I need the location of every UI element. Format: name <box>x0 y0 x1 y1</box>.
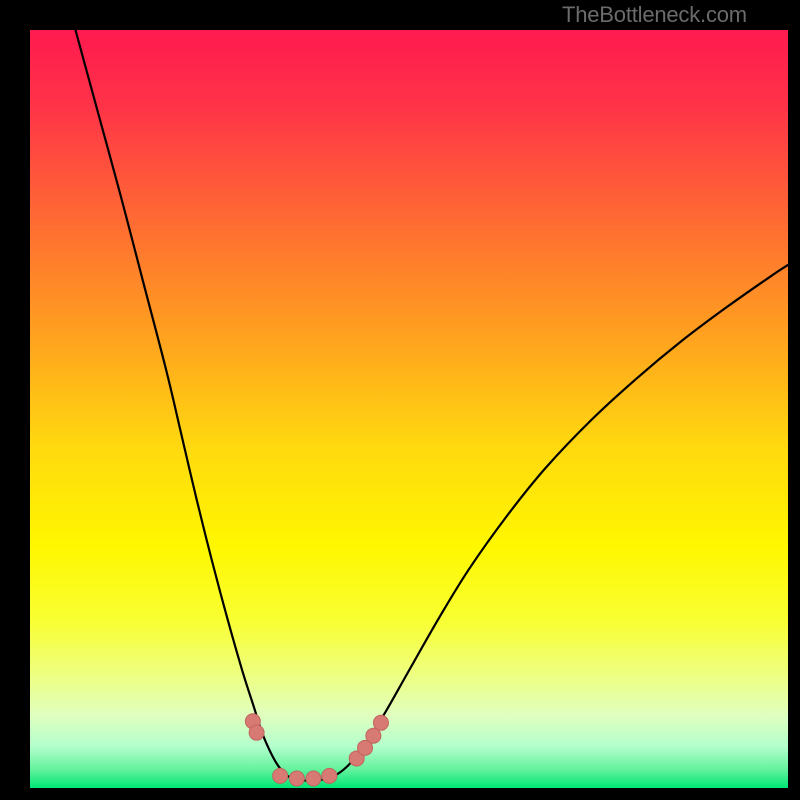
curve-marker <box>322 768 337 783</box>
watermark-text: TheBottleneck.com <box>562 2 747 28</box>
curve-marker <box>373 715 388 730</box>
plot-area <box>30 30 788 788</box>
curve-marker <box>306 771 321 786</box>
chart-frame: TheBottleneck.com <box>0 0 800 800</box>
curve-marker <box>289 771 304 786</box>
plot-svg <box>30 30 788 788</box>
curve-marker <box>273 768 288 783</box>
gradient-background <box>30 30 788 788</box>
curve-marker <box>249 725 264 740</box>
